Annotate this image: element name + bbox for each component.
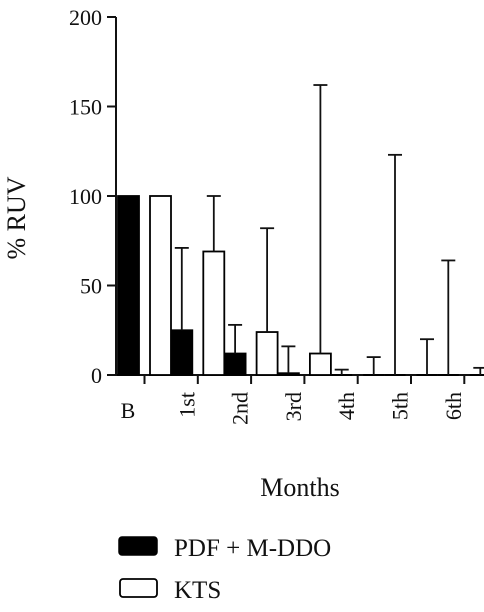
bar [223, 352, 247, 376]
legend-swatch-kts [119, 578, 158, 598]
x-tick-label-5th: 5th [388, 392, 413, 420]
bar [255, 331, 279, 376]
x-tick-label-6th: 6th [441, 392, 466, 420]
legend-item-pdf: PDF + M-DDO [118, 535, 331, 562]
legend-swatch-pdf [118, 536, 158, 556]
x-tick-label-2nd: 2nd [228, 392, 253, 425]
legend-label-pdf: PDF + M-DDO [174, 535, 331, 562]
y-axis-title: % RUV [2, 176, 31, 259]
y-tick-label: 150 [69, 95, 102, 120]
x-tick-label-4th: 4th [334, 392, 359, 420]
x-tick-label-B: B [121, 398, 136, 423]
y-tick-label: 100 [69, 184, 102, 209]
bar [117, 195, 140, 376]
bar [308, 352, 332, 376]
legend: PDF + M-DDO KTS [118, 535, 331, 604]
x-axis-title: Months [260, 473, 339, 502]
bar [149, 195, 172, 376]
labels: 0 50 100 150 200 B 1st 2nd 3rd 4th 5th 6th [69, 5, 466, 425]
legend-item-kts: KTS [119, 577, 221, 604]
y-tick-label: 200 [69, 5, 102, 30]
y-tick-label: 50 [80, 274, 102, 299]
legend-label-kts: KTS [174, 577, 221, 604]
x-tick-label-1st: 1st [174, 392, 199, 418]
bar [276, 372, 300, 376]
x-tick-label-3rd: 3rd [281, 392, 306, 421]
bars [117, 84, 484, 376]
bar [170, 329, 194, 376]
y-tick-label: 0 [91, 363, 102, 388]
bar [202, 250, 226, 376]
